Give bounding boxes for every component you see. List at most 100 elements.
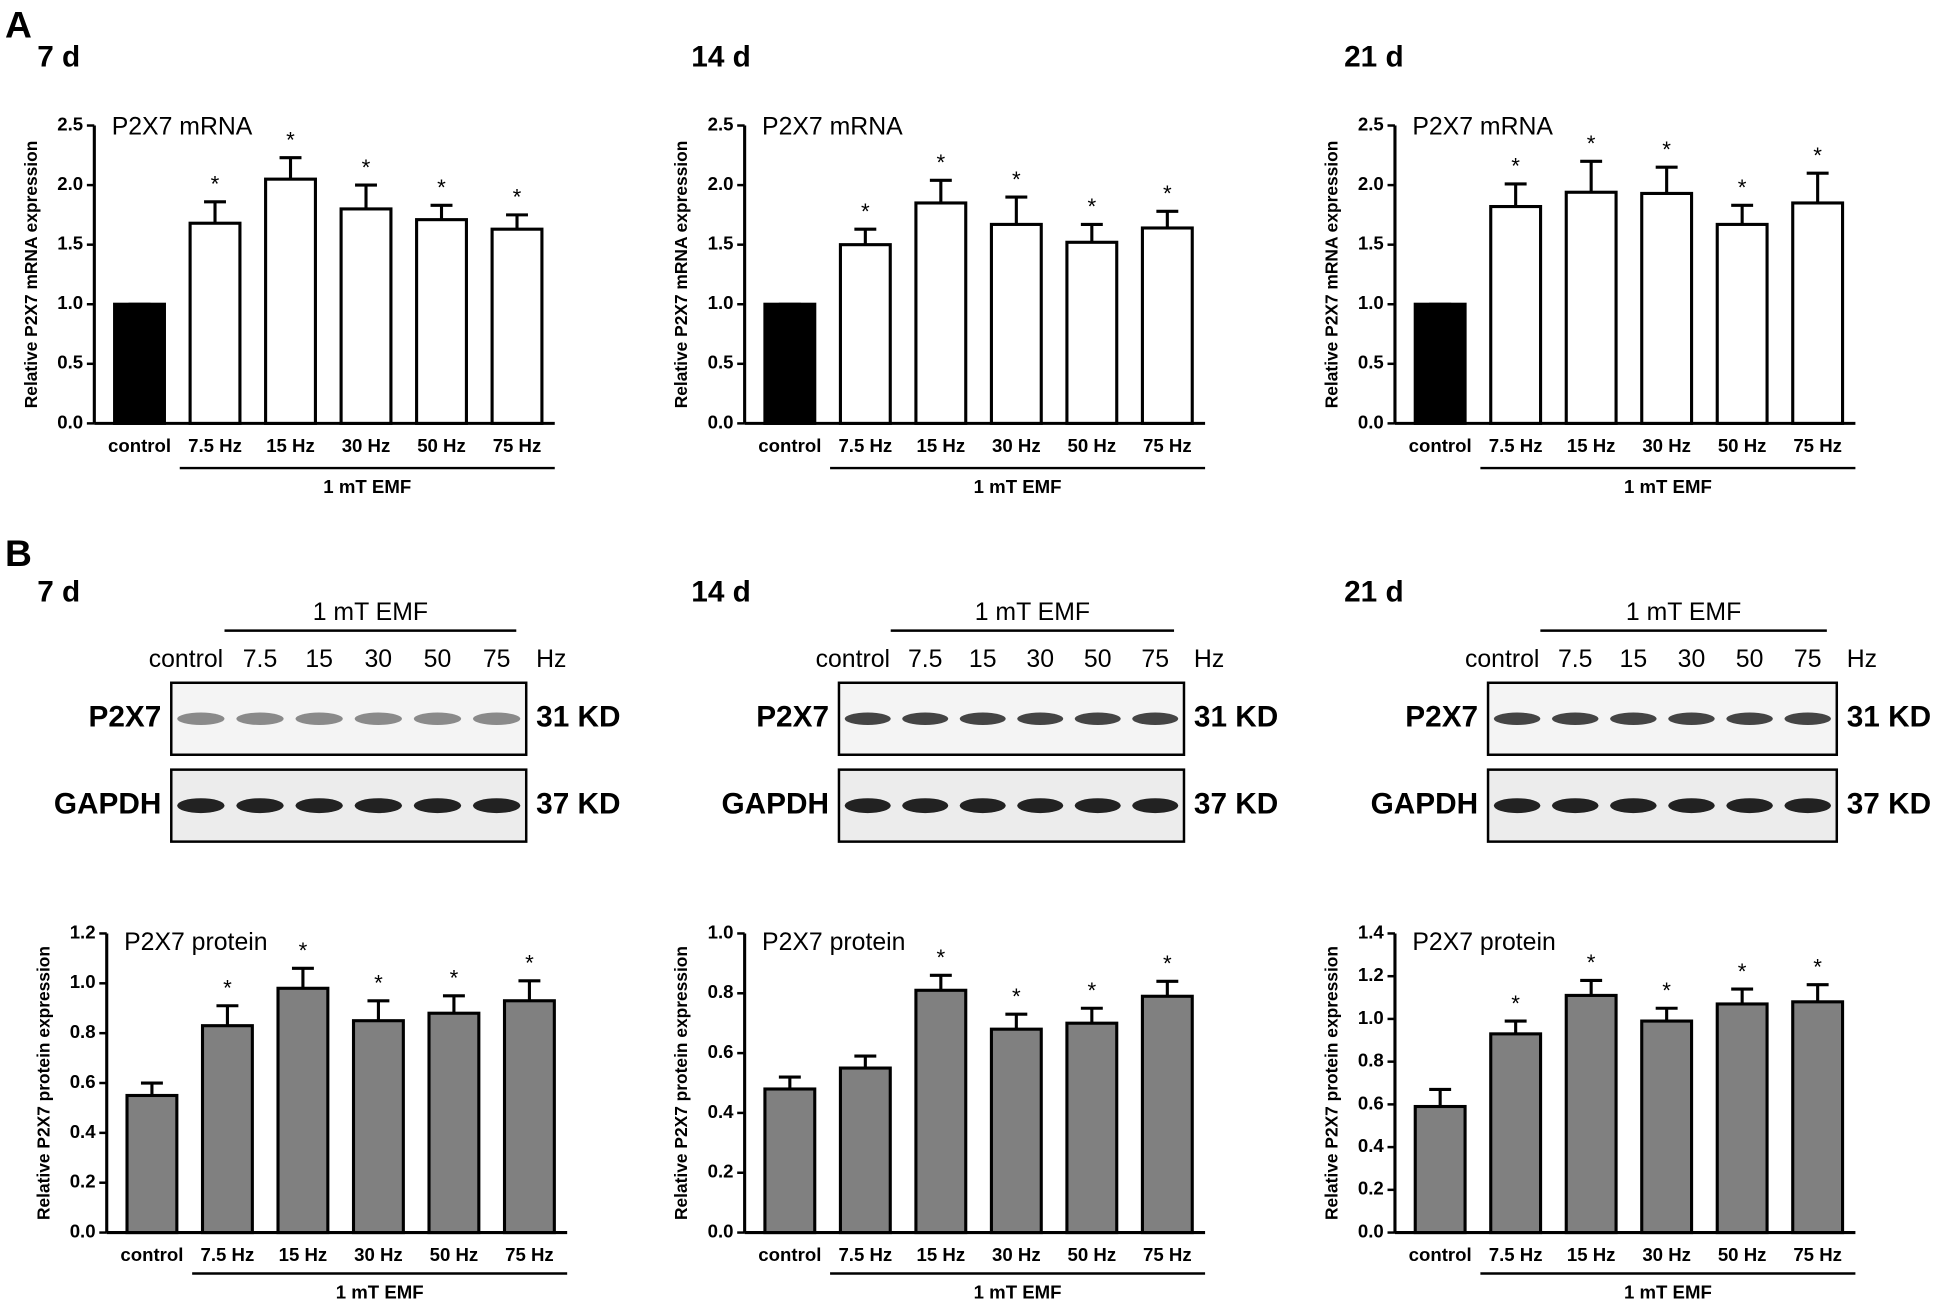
bar [502,999,556,1235]
x-tick-label: 75 Hz [505,1244,554,1265]
bar [276,986,330,1235]
x-tick-label: 15 Hz [266,435,315,456]
y-tick-label: 0.0 [1358,1220,1384,1241]
lane-label: 15 [305,646,333,673]
blot-box [170,768,528,843]
significance: * [374,971,383,996]
bar [1413,1104,1467,1235]
panel-label: A [5,3,32,45]
significance: * [223,976,232,1001]
blot-band [472,712,521,725]
bar [1489,1032,1543,1235]
significance: * [1587,950,1596,975]
blot-band [1132,712,1179,725]
bar [1791,201,1845,425]
blot-size: 37 KD [1194,787,1278,820]
blot-band [1074,798,1121,814]
significance: * [1511,154,1520,179]
bar [1715,222,1769,425]
chart-title: 14 d [691,40,751,73]
blot-band [844,798,891,814]
blot-title: 7 d [37,575,80,608]
x-tick-label: 30 Hz [1642,1244,1691,1265]
bar [838,243,892,425]
x-tick-label: 50 Hz [1718,435,1767,456]
lane-label: control [1465,646,1539,673]
y-axis-label: Relative P2X7 protein expression [33,946,53,1220]
bar [339,207,393,425]
blot-size: 31 KD [1194,701,1278,734]
annotation: P2X7 protein [762,929,905,956]
y-tick-label: 1.0 [1358,1007,1384,1028]
blot-band [295,712,343,725]
blot-band [1074,712,1121,725]
x-tick-label: control [1409,1244,1472,1265]
lane-label: 7.5 [243,646,278,673]
blot-band [1784,798,1831,814]
x-tick-label: 50 Hz [1068,435,1117,456]
blot-band [413,798,462,814]
y-tick-label: 0.4 [70,1121,97,1142]
annotation: P2X7 protein [124,929,267,956]
significance: * [861,199,870,224]
bar [1065,1021,1119,1235]
blot-band [236,712,284,725]
significance: * [1087,978,1096,1003]
bar [1791,1000,1845,1235]
x-tick-label: 30 Hz [342,435,391,456]
x-tick-label: 7.5 Hz [1489,435,1543,456]
bar [763,302,817,425]
blot-group-label: 1 mT EMF [313,599,428,626]
x-tick-label: 30 Hz [354,1244,403,1265]
lane-unit: Hz [1194,646,1224,673]
significance: * [936,945,945,970]
x-tick-label: control [1409,435,1472,456]
bar [1640,1019,1694,1235]
significance: * [1012,984,1021,1009]
blot-band [236,798,284,814]
blot-size: 31 KD [1847,701,1931,734]
y-tick-label: 0.8 [708,981,734,1002]
bar [1489,204,1543,425]
annotation: P2X7 mRNA [1412,114,1553,141]
x-tick-label: 7.5 Hz [201,1244,255,1265]
y-tick-label: 0.8 [1358,1050,1384,1071]
lane-label: 7.5 [1558,646,1593,673]
significance: * [1662,137,1671,162]
lane-label: control [149,646,223,673]
bar [838,1066,892,1235]
y-tick-label: 0.8 [70,1021,96,1042]
significance: * [936,150,945,175]
y-tick-label: 0.0 [1358,411,1384,432]
panel-label: B [5,532,32,574]
significance: * [1738,959,1747,984]
group-label: 1 mT EMF [1624,476,1712,497]
bar [1140,226,1194,425]
y-tick-label: 0.2 [708,1161,734,1182]
bar [1564,993,1618,1235]
y-axis-label: Relative P2X7 mRNA expression [671,141,691,409]
group-label: 1 mT EMF [1624,1281,1712,1301]
blot-band [1551,712,1599,725]
blot-band [1132,798,1179,814]
bar [188,221,242,425]
chart-title: 21 d [1344,40,1404,73]
significance: * [1511,991,1520,1016]
blot-band [1017,712,1064,725]
blot-band [1610,712,1657,725]
bar [914,988,968,1235]
x-tick-label: 30 Hz [992,1244,1041,1265]
significance: * [1662,978,1671,1003]
lane-label: 7.5 [908,646,943,673]
bar [264,177,317,425]
bar [1640,191,1694,425]
y-tick-label: 0.6 [708,1041,734,1062]
significance: * [1163,951,1172,976]
y-tick-label: 1.0 [70,971,96,992]
chart-title: 7 d [37,40,80,73]
blot-size: 37 KD [536,787,620,820]
lane-unit: Hz [536,646,566,673]
y-tick-label: 2.0 [708,173,734,194]
y-tick-label: 0.0 [708,411,734,432]
bar [427,1011,481,1235]
